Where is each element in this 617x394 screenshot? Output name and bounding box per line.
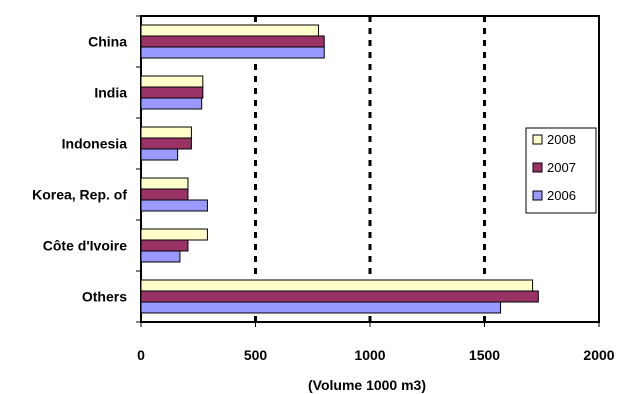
legend-swatch-2007 [532,162,543,173]
bar-2008 [140,126,192,139]
bars [140,24,539,314]
legend-label-2008: 2008 [547,132,576,147]
legend-label-2007: 2007 [547,160,576,175]
bar-2006 [140,250,181,263]
category-labels: China India Indonesia Korea, Rep. of Côte d'… [32,15,141,323]
category-label: Others [82,289,127,305]
legend: 2008 2007 2006 [525,127,597,214]
category-label: Korea, Rep. of [32,187,127,203]
bar-2008 [140,177,189,190]
bar-2006 [140,46,325,59]
bar-2007 [140,239,189,252]
bar-2008 [140,75,204,88]
legend-label-2006: 2006 [547,188,576,203]
x-axis-ticks: 0 500 1000 1500 2000 [137,322,615,363]
category-label: Côte d'Ivoire [43,238,127,254]
x-tick-label: 500 [244,347,268,363]
bar-2006 [140,199,208,212]
category-label: Indonesia [62,136,128,152]
x-axis-title: (Volume 1000 m3) [308,377,426,393]
x-tick-label: 1000 [354,347,385,363]
legend-swatch-2006 [532,190,543,201]
category-label: China [88,34,127,50]
bar-2007 [140,86,204,99]
x-tick-label: 1500 [469,347,500,363]
bar-2007 [140,137,192,150]
legend-swatch-2008 [532,134,543,145]
gridlines [254,16,486,322]
category-label: India [94,85,127,101]
bar-2007 [140,188,189,201]
bar-2007 [140,290,539,303]
bar-2007 [140,35,325,48]
bar-2006 [140,148,179,161]
bar-2008 [140,24,319,37]
bar-2006 [140,97,203,110]
x-tick-label: 0 [137,347,145,363]
bar-2008 [140,279,534,292]
bar-2008 [140,228,208,241]
bar-2006 [140,301,502,314]
x-tick-label: 2000 [583,347,614,363]
